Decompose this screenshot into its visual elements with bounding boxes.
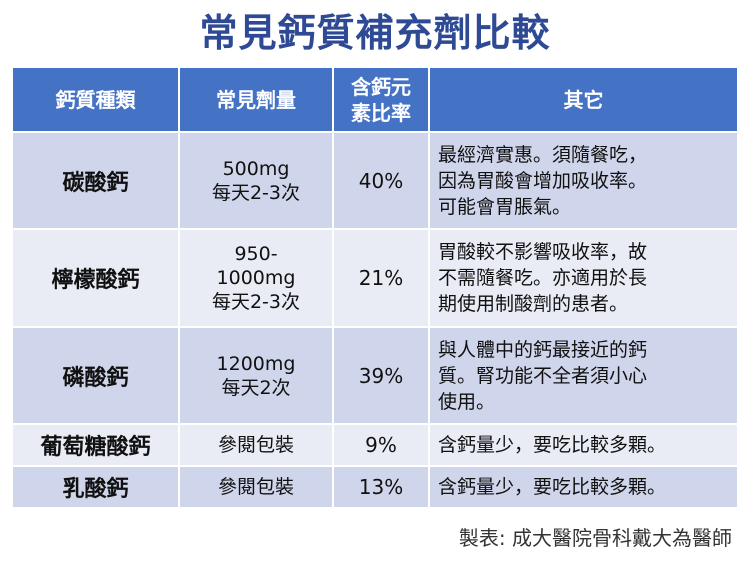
notes-line: 最經濟實惠。須隨餐吃， bbox=[438, 143, 648, 166]
dose-line: 每天2-3次 bbox=[211, 181, 301, 204]
notes-cell: 胃酸較不影響吸收率，故 不需隨餐吃。亦適用於長 期使用制酸劑的患者。 bbox=[430, 230, 737, 328]
notes-line: 可能會胃脹氣。 bbox=[438, 195, 572, 218]
dose-cell: 參閱包裝 bbox=[180, 425, 334, 467]
notes-line: 與人體中的鈣最接近的鈣 bbox=[438, 338, 648, 361]
calcium-type: 乳酸鈣 bbox=[13, 467, 180, 509]
calcium-type: 葡萄糖酸鈣 bbox=[13, 425, 180, 467]
page-title: 常見鈣質補充劑比較 bbox=[199, 11, 551, 55]
source-credit: 製表: 成大醫院骨科戴大為醫師 bbox=[458, 526, 732, 550]
header-dose: 常見劑量 bbox=[180, 68, 334, 133]
header-ratio-line2: 素比率 bbox=[351, 100, 411, 125]
notes-line: 質。腎功能不全者須小心 bbox=[438, 364, 648, 387]
dose-line: 950- bbox=[234, 243, 278, 265]
dose-cell: 500mg 每天2-3次 bbox=[180, 133, 334, 230]
header-type: 鈣質種類 bbox=[13, 68, 180, 133]
table-row: 葡萄糖酸鈣 參閱包裝 9% 含鈣量少，要吃比較多顆。 bbox=[13, 425, 737, 467]
notes-line: 使用。 bbox=[438, 390, 496, 413]
header-row: 鈣質種類 常見劑量 含鈣元 素比率 其它 bbox=[13, 68, 737, 133]
table-row: 檸檬酸鈣 950- 1000mg 每天2-3次 21% 胃酸較不影響吸收率，故 … bbox=[13, 230, 737, 328]
dose-line: 每天2次 bbox=[221, 376, 291, 399]
ratio-cell: 40% bbox=[334, 133, 430, 230]
table-row: 磷酸鈣 1200mg 每天2次 39% 與人體中的鈣最接近的鈣 質。腎功能不全者… bbox=[13, 328, 737, 425]
ratio-cell: 9% bbox=[334, 425, 430, 467]
dose-line: 1000mg bbox=[216, 267, 296, 289]
calcium-type: 磷酸鈣 bbox=[13, 328, 180, 425]
notes-cell: 含鈣量少，要吃比較多顆。 bbox=[430, 425, 737, 467]
comparison-table: 鈣質種類 常見劑量 含鈣元 素比率 其它 碳酸鈣 500mg 每天2-3次 40… bbox=[13, 68, 737, 509]
dose-cell: 1200mg 每天2次 bbox=[180, 328, 334, 425]
header-other: 其它 bbox=[430, 68, 737, 133]
notes-line: 含鈣量少，要吃比較多顆。 bbox=[438, 476, 667, 498]
notes-line: 因為胃酸會增加吸收率。 bbox=[438, 169, 648, 192]
notes-line: 胃酸較不影響吸收率，故 bbox=[438, 241, 648, 263]
dose-cell: 950- 1000mg 每天2-3次 bbox=[180, 230, 334, 328]
dose-line: 1200mg bbox=[216, 352, 296, 375]
notes-line: 含鈣量少，要吃比較多顆。 bbox=[438, 434, 667, 456]
dose-line: 參閱包裝 bbox=[217, 434, 294, 456]
calcium-type: 檸檬酸鈣 bbox=[13, 230, 180, 328]
notes-line: 不需隨餐吃。亦適用於長 bbox=[438, 267, 648, 289]
notes-cell: 最經濟實惠。須隨餐吃， 因為胃酸會增加吸收率。 可能會胃脹氣。 bbox=[430, 133, 737, 230]
notes-cell: 與人體中的鈣最接近的鈣 質。腎功能不全者須小心 使用。 bbox=[430, 328, 737, 425]
header-ratio: 含鈣元 素比率 bbox=[334, 68, 430, 133]
dose-line: 參閱包裝 bbox=[217, 476, 294, 498]
ratio-cell: 21% bbox=[334, 230, 430, 328]
dose-cell: 參閱包裝 bbox=[180, 467, 334, 509]
table-row: 碳酸鈣 500mg 每天2-3次 40% 最經濟實惠。須隨餐吃， 因為胃酸會增加… bbox=[13, 133, 737, 230]
ratio-cell: 13% bbox=[334, 467, 430, 509]
notes-cell: 含鈣量少，要吃比較多顆。 bbox=[430, 467, 737, 509]
header-ratio-line1: 含鈣元 bbox=[351, 74, 411, 99]
dose-line: 500mg bbox=[222, 157, 290, 180]
table-row: 乳酸鈣 參閱包裝 13% 含鈣量少，要吃比較多顆。 bbox=[13, 467, 737, 509]
ratio-cell: 39% bbox=[334, 328, 430, 425]
dose-line: 每天2-3次 bbox=[211, 291, 301, 313]
calcium-type: 碳酸鈣 bbox=[13, 133, 180, 230]
notes-line: 期使用制酸劑的患者。 bbox=[438, 293, 629, 315]
